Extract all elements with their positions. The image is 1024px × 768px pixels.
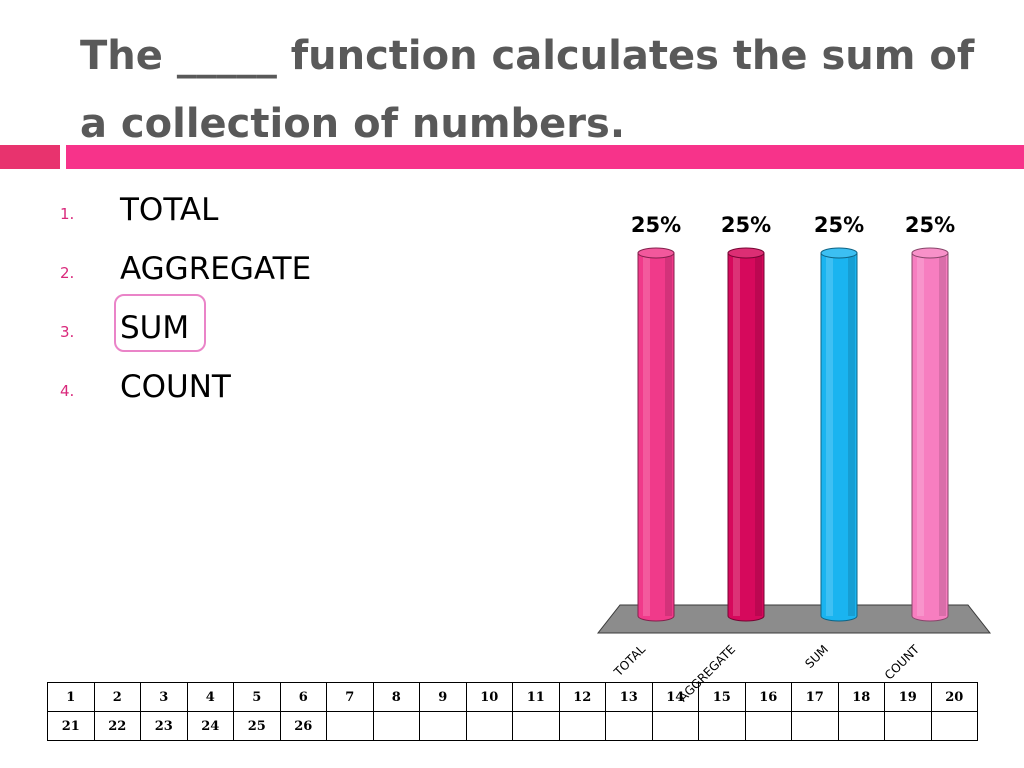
grid-cell: 7: [326, 682, 374, 712]
slide-title: The _____ function calculates the sum of…: [80, 33, 975, 147]
bar-top: [637, 247, 675, 259]
grid-cell: 12: [558, 682, 606, 712]
category-label: COUNT: [882, 642, 923, 683]
grid-cell: 4: [186, 682, 234, 712]
grid-cell: [651, 711, 699, 741]
grid-cell: [326, 711, 374, 741]
option-number: 3.: [60, 323, 75, 341]
grid-cell: 20: [930, 682, 978, 712]
bar-shadow: [848, 253, 855, 616]
grid-cell: 22: [93, 711, 141, 741]
bar-value-label: 25%: [631, 213, 681, 237]
bar-shadow: [665, 253, 672, 616]
grid-cell: 16: [744, 682, 792, 712]
grid-cell: [884, 711, 932, 741]
option-number: 4.: [60, 382, 75, 400]
grid-cell: 1: [47, 682, 95, 712]
grid-cell: 15: [698, 682, 746, 712]
grid-cell: 6: [279, 682, 327, 712]
option-text: COUNT: [120, 369, 231, 405]
option-text: AGGREGATE: [120, 251, 312, 287]
grid-cell: 17: [791, 682, 839, 712]
grid-cell: 11: [512, 682, 560, 712]
grid-cell: 23: [140, 711, 188, 741]
bar-highlight: [643, 253, 650, 616]
bar-top: [911, 247, 949, 259]
grid-cell: [558, 711, 606, 741]
chart-bar: [637, 247, 675, 622]
grid-cell: 10: [465, 682, 513, 712]
bar-value-label: 25%: [905, 213, 955, 237]
grid-cell: [372, 711, 420, 741]
chart-bar: [727, 247, 765, 622]
chart-bar: [911, 247, 949, 622]
title-rule: [66, 145, 1024, 169]
grid-cell: 13: [605, 682, 653, 712]
bar-top: [727, 247, 765, 259]
bar-shadow: [939, 253, 946, 616]
bar-value-label: 25%: [721, 213, 771, 237]
grid-cell: 8: [372, 682, 420, 712]
bar-value-label: 25%: [814, 213, 864, 237]
grid-cell: 25: [233, 711, 281, 741]
grid-cell: [744, 711, 792, 741]
title-rule-accent: [0, 145, 60, 169]
grid-cell: [698, 711, 746, 741]
responder-grid: 1 2 3 4 5 6 7 8 9 10 11 12 13 14 15 16 17 18 19 20 21 22 23 24 2…: [47, 682, 978, 741]
grid-cell: 14: [651, 682, 699, 712]
bar-top: [820, 247, 858, 259]
category-label: TOTAL: [611, 642, 649, 680]
option-number: 2.: [60, 264, 75, 282]
chart-bar: [820, 247, 858, 622]
grid-cell: 24: [186, 711, 234, 741]
bar-highlight: [733, 253, 740, 616]
bar-highlight: [917, 253, 924, 616]
grid-cell: [930, 711, 978, 741]
grid-cell: [512, 711, 560, 741]
grid-cell: [465, 711, 513, 741]
category-label: SUM: [802, 642, 831, 671]
grid-cell: 3: [140, 682, 188, 712]
grid-cell: [791, 711, 839, 741]
grid-cell: 9: [419, 682, 467, 712]
bar-shadow: [755, 253, 762, 616]
grid-cell: [837, 711, 885, 741]
option-number: 1.: [60, 205, 75, 223]
grid-cell: 2: [93, 682, 141, 712]
grid-row: 21 22 23 24 25 26: [47, 711, 978, 741]
grid-cell: 21: [47, 711, 95, 741]
option-text: SUM: [120, 310, 190, 346]
grid-cell: 5: [233, 682, 281, 712]
grid-cell: 26: [279, 711, 327, 741]
bar-highlight: [826, 253, 833, 616]
correct-answer-highlight: [114, 294, 206, 352]
grid-cell: [605, 711, 653, 741]
grid-cell: 19: [884, 682, 932, 712]
option-text: TOTAL: [120, 192, 219, 228]
grid-cell: 18: [837, 682, 885, 712]
grid-row: 1 2 3 4 5 6 7 8 9 10 11 12 13 14 15 16 17 18 19 20: [47, 682, 978, 712]
grid-cell: [419, 711, 467, 741]
